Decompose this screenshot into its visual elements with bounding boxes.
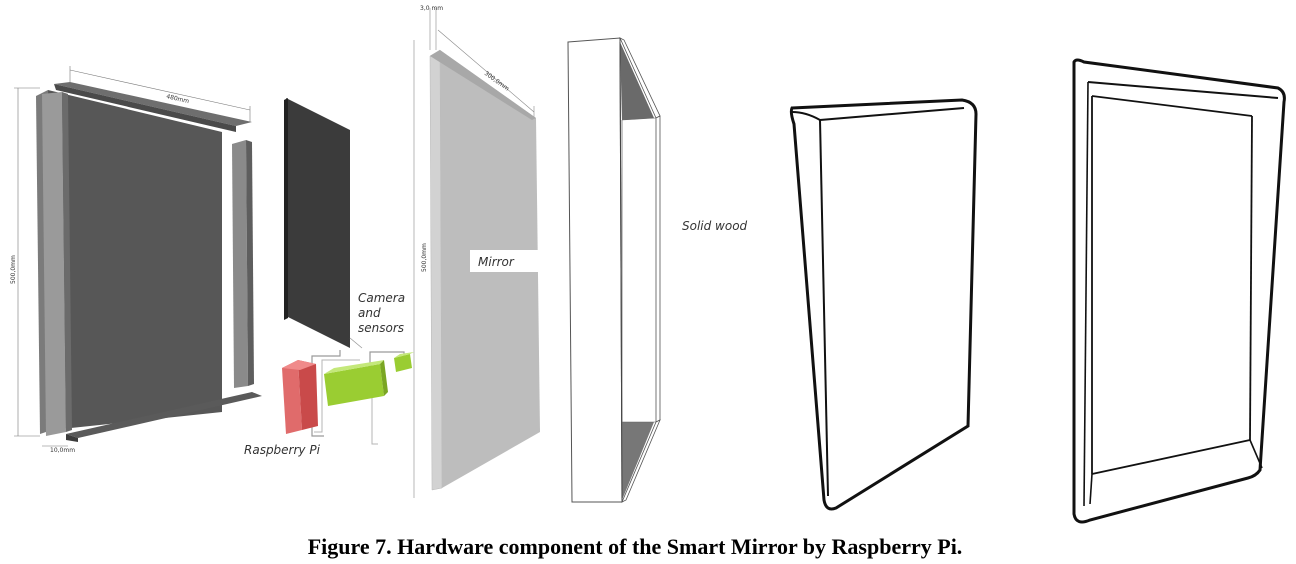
wood-frame-inner-bottom — [622, 422, 654, 500]
camera-label-line1: Camera — [358, 291, 405, 305]
raspberry-pi-board-top — [282, 360, 316, 370]
left-frame-bar-side — [62, 92, 72, 432]
dim-thickness-10: 10,0mm — [50, 447, 75, 454]
sensor-module — [394, 354, 412, 372]
monitor-frame-assembly: 480mm 500,0mm 10,0mm — [10, 66, 262, 454]
top-frame-bar-face — [54, 84, 236, 132]
raspberry-pi-board — [298, 360, 318, 430]
right-frame-bar-side — [246, 140, 254, 386]
dim-mirror-thickness: 3,0 mm — [420, 5, 443, 12]
mirror-assembly: 3,0 mm 300,0mm 500,0mm Mirror — [413, 5, 542, 498]
camera-module — [324, 364, 384, 406]
camera-module-side — [380, 360, 388, 396]
screen-panel — [48, 90, 222, 430]
raspberry-pi-label: Raspberry Pi — [244, 443, 321, 457]
mirror-label-box — [470, 250, 542, 272]
dim-mirror-height: 500,0mm — [421, 243, 428, 272]
figure-caption: Figure 7. Hardware component of the Smar… — [307, 534, 963, 559]
raspberry-pi-board-side — [282, 360, 302, 434]
bottom-frame-bar-face — [66, 434, 78, 442]
sensor-module-top — [394, 352, 414, 358]
wood-frame-front — [567, 37, 623, 503]
wood-frame-bottom — [621, 419, 661, 503]
mirror-panel-side — [429, 49, 443, 491]
dim-height-500: 500,0mm — [10, 255, 17, 284]
mirror-label: Mirror — [478, 255, 515, 269]
wood-frame-inner-top — [620, 42, 654, 120]
mirror-sketch-angled — [789, 98, 978, 511]
right-frame-bar-front — [232, 140, 248, 388]
camera-label-line3: sensors — [358, 321, 404, 335]
left-frame-bar-front — [42, 92, 66, 436]
display-panel — [286, 98, 350, 348]
display-panel-edge — [284, 98, 288, 320]
solid-wood-label: Solid wood — [682, 219, 748, 233]
mirror-sketch-frontal — [1072, 58, 1286, 524]
top-frame-bar — [54, 82, 252, 126]
wood-frame-assembly: Solid wood — [567, 37, 748, 503]
mirror-panel-top — [430, 50, 536, 120]
camera-label-line2: and — [358, 306, 381, 320]
camera-module-top — [324, 360, 384, 374]
dim-width-480: 480mm — [166, 93, 190, 105]
bottom-frame-bar — [66, 392, 262, 438]
wood-frame-right — [655, 115, 661, 423]
electronics-assembly: Camera and sensors Raspberry Pi — [244, 98, 414, 457]
